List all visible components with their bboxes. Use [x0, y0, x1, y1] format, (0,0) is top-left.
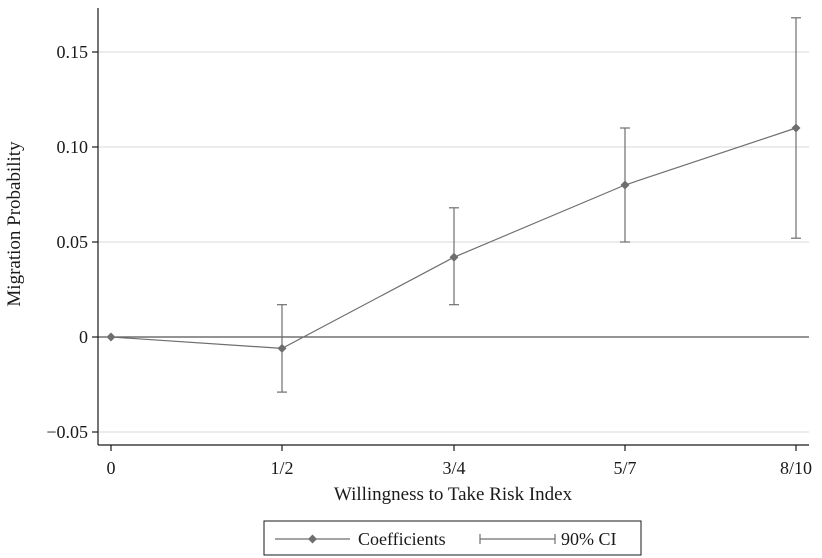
coefficient-markers — [106, 123, 801, 353]
coefficient-point-1 — [277, 343, 287, 353]
coefficient-point-2 — [449, 252, 459, 262]
x-tick-label-3: 5/7 — [613, 458, 636, 478]
x-tick-label-2: 3/4 — [442, 458, 465, 478]
x-tick-label-4: 8/10 — [780, 458, 812, 478]
x-tick-label-0: 0 — [107, 458, 116, 478]
coefficient-point-4 — [791, 123, 801, 133]
legend-ci-label: 90% CI — [561, 529, 617, 549]
y-axis-title: Migration Probability — [4, 141, 25, 307]
x-axis-title: Willingness to Take Risk Index — [334, 484, 573, 505]
legend-coefficients-label: Coefficients — [358, 529, 446, 549]
legend-coefficients-marker — [308, 534, 317, 544]
coefficient-point-3 — [620, 180, 630, 190]
y-tick-label-3: 0.10 — [57, 137, 89, 157]
legend: Coefficients 90% CI — [263, 520, 642, 556]
axes: −0.05 0 0.05 0.10 0.15 0 1/2 3/4 5/7 8/10 — [46, 8, 812, 478]
grid-lines — [98, 51, 809, 433]
y-tick-label-0: −0.05 — [46, 422, 88, 442]
coefficient-point-0 — [106, 332, 116, 342]
y-tick-label-1: 0 — [79, 327, 88, 347]
y-tick-label-4: 0.15 — [57, 42, 89, 62]
legend-box — [263, 520, 642, 556]
y-tick-label-2: 0.05 — [57, 232, 89, 252]
confidence-intervals — [277, 17, 801, 393]
x-tick-label-1: 1/2 — [270, 458, 293, 478]
